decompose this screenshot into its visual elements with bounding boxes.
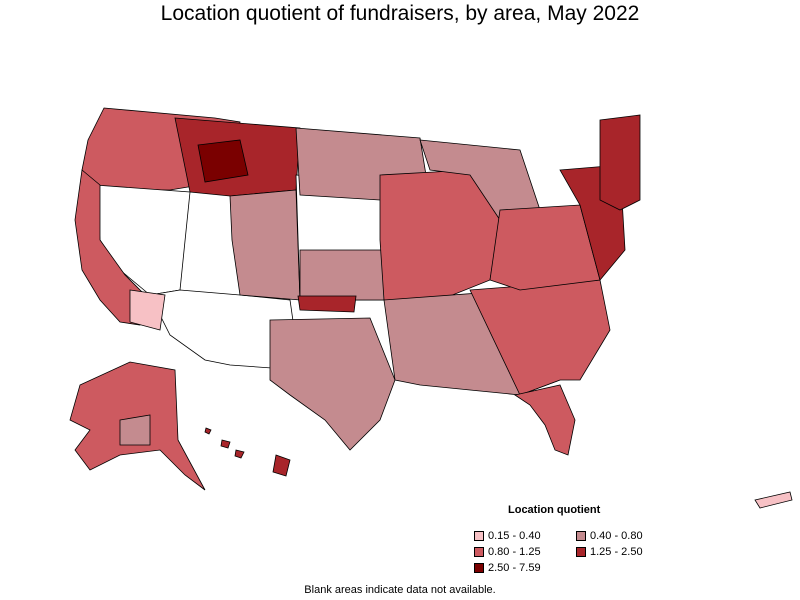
contiguous-us xyxy=(74,107,641,456)
puerto-rico xyxy=(754,491,793,509)
hawaii xyxy=(204,427,291,477)
legend-label: 0.15 - 0.40 xyxy=(488,530,541,542)
legend-item: 0.40 - 0.80 xyxy=(576,530,643,542)
region-colorado-wyoming xyxy=(229,189,301,301)
legend-swatch xyxy=(474,531,484,541)
region-kansas xyxy=(299,249,385,301)
legend-item: 0.80 - 1.25 xyxy=(474,546,541,558)
footnote: Blank areas indicate data not available. xyxy=(304,584,496,596)
map-title: Location quotient of fundraisers, by are… xyxy=(160,2,640,25)
legend-swatch xyxy=(576,547,586,557)
alaska xyxy=(69,361,206,491)
region-arizona-pink xyxy=(129,289,166,331)
legend-item: 2.50 - 7.59 xyxy=(474,562,541,574)
region-florida xyxy=(513,384,576,456)
legend-swatch xyxy=(576,531,586,541)
region-new-england xyxy=(599,114,641,211)
legend-item: 0.15 - 0.40 xyxy=(474,530,541,542)
region-oklahoma-red xyxy=(297,295,357,313)
legend-title: Location quotient xyxy=(508,504,601,516)
legend-label: 1.25 - 2.50 xyxy=(590,546,643,558)
legend-swatch xyxy=(474,563,484,573)
legend-label: 0.80 - 1.25 xyxy=(488,546,541,558)
legend-swatch xyxy=(474,547,484,557)
legend-label: 0.40 - 0.80 xyxy=(590,530,643,542)
region-texas xyxy=(269,317,396,451)
region-ohio-valley xyxy=(489,204,601,291)
region-montana-dark xyxy=(197,139,249,183)
legend-label: 2.50 - 7.59 xyxy=(488,562,541,574)
legend-item: 1.25 - 2.50 xyxy=(576,546,643,558)
